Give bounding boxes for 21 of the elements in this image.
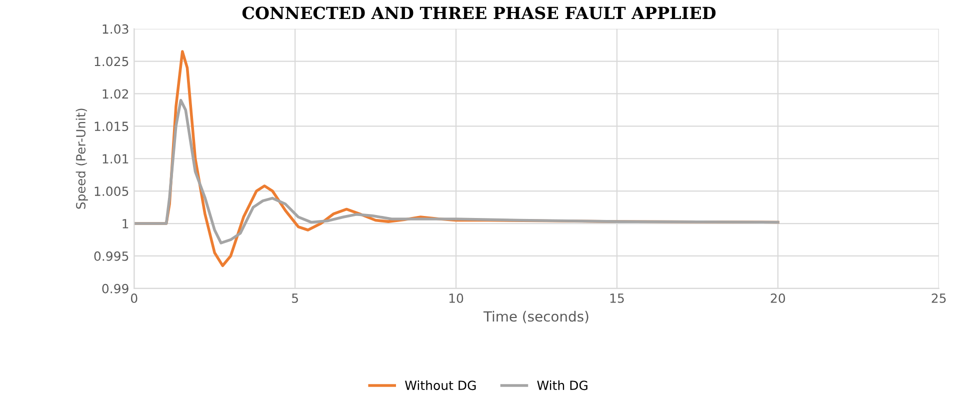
y-axis-title: Speed (Per-Unit) <box>76 108 88 209</box>
y-tick-label: 1.01 <box>102 154 128 164</box>
x-tick-label: 20 <box>770 293 786 303</box>
chart-title: CONNECTED AND THREE PHASE FAULT APPLIED <box>242 6 716 20</box>
x-tick-label: 25 <box>932 293 946 303</box>
y-tick-label: 1.02 <box>102 89 128 99</box>
x-tick-label: 10 <box>449 293 464 303</box>
y-tick-label: 1.03 <box>102 24 128 34</box>
x-axis-title: Time (seconds) <box>483 310 588 324</box>
line-series <box>134 98 780 244</box>
x-tick-label: 5 <box>292 294 298 303</box>
y-tick-label: 0.995 <box>94 251 128 261</box>
legend-label: With DG <box>537 380 588 390</box>
y-tick-label: 1.015 <box>94 122 128 132</box>
y-tick-label: 1 <box>122 219 128 228</box>
legend-label: Without DG <box>405 380 476 390</box>
x-tick-label: 15 <box>610 294 624 303</box>
y-tick-label: 1.025 <box>94 56 128 66</box>
y-tick-label: 1.005 <box>94 186 128 196</box>
y-tick-label: 0.99 <box>102 284 128 294</box>
x-tick-label: 0 <box>130 293 138 303</box>
